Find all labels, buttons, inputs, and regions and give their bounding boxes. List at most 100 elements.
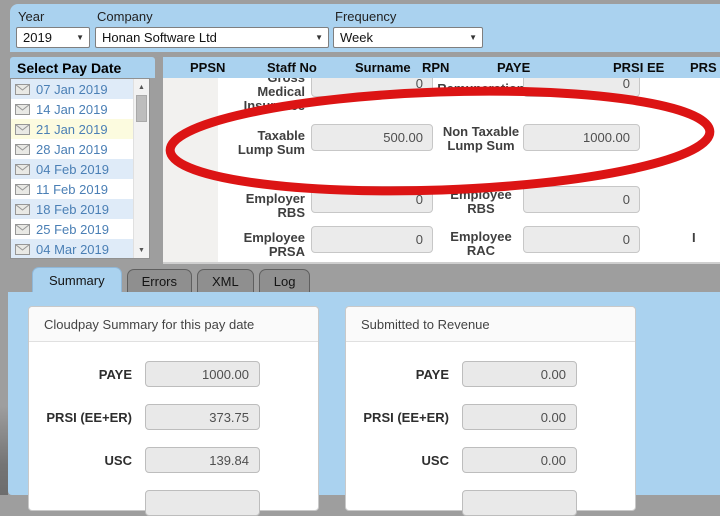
company-filter: Company Honan Software Ltd ▼ bbox=[95, 9, 329, 48]
company-value: Honan Software Ltd bbox=[102, 30, 217, 45]
taxable-lump-sum-field[interactable]: 500.00 bbox=[311, 124, 433, 151]
field-value: 0 bbox=[622, 232, 630, 247]
pay-date-row[interactable]: 07 Jan 2019 bbox=[11, 79, 133, 99]
summary-row-label: USC bbox=[421, 452, 449, 468]
tab-summary[interactable]: Summary bbox=[32, 267, 122, 292]
submitted-to-revenue-card: Submitted to Revenue PAYE 0.00 PRSI (EE+… bbox=[345, 306, 636, 516]
summary-row-value: 0.00 bbox=[540, 409, 566, 425]
envelope-icon bbox=[15, 243, 30, 255]
envelope-icon bbox=[15, 223, 30, 235]
pay-date-panel-title: Select Pay Date bbox=[10, 57, 155, 78]
pay-date-row[interactable]: 04 Feb 2019 bbox=[11, 159, 133, 179]
pay-date-row[interactable]: 21 Jan 2019 bbox=[11, 119, 133, 139]
summary-row: USC 0.00 bbox=[346, 447, 635, 473]
summary-row: USC 139.84 bbox=[29, 447, 318, 473]
summary-row-partial bbox=[29, 490, 318, 516]
summary-row-field[interactable] bbox=[462, 490, 577, 516]
pay-date-label: 18 Feb 2019 bbox=[36, 201, 110, 217]
remuneration-label: Remuneration bbox=[437, 81, 525, 96]
cloudpay-summary-rows: PAYE 1000.00 PRSI (EE+ER) 373.75 USC 139… bbox=[29, 342, 318, 473]
scroll-up-icon[interactable]: ▲ bbox=[138, 83, 145, 91]
column-header-prsi-ee: PRSI EE bbox=[613, 60, 665, 75]
employer-rbs-label: Employer RBS bbox=[245, 191, 305, 220]
summary-row-field[interactable]: 1000.00 bbox=[145, 361, 260, 387]
pay-date-row[interactable]: 18 Feb 2019 bbox=[11, 199, 133, 219]
employee-rbs-field[interactable]: 0 bbox=[523, 186, 640, 213]
field-value: 0 bbox=[415, 192, 423, 207]
clipped-third-column-label: I bbox=[692, 230, 696, 245]
pay-date-label: 25 Feb 2019 bbox=[36, 221, 110, 237]
summary-row-value: 1000.00 bbox=[202, 366, 249, 382]
form-gutter bbox=[163, 78, 218, 262]
pay-date-scrollbar[interactable]: ▲ ▼ bbox=[133, 79, 149, 258]
submitted-to-revenue-title: Submitted to Revenue bbox=[346, 307, 635, 342]
company-select[interactable]: Honan Software Ltd ▼ bbox=[95, 27, 329, 48]
summary-row-field[interactable]: 0.00 bbox=[462, 404, 577, 430]
tab-errors[interactable]: Errors bbox=[126, 269, 193, 292]
column-header-surname: Surname bbox=[355, 60, 411, 75]
frequency-value: Week bbox=[340, 30, 373, 45]
envelope-icon bbox=[15, 103, 30, 115]
summary-row-label: PRSI (EE+ER) bbox=[46, 409, 132, 425]
pay-date-row[interactable]: 04 Mar 2019 bbox=[11, 239, 133, 258]
cloudpay-summary-card: Cloudpay Summary for this pay date PAYE … bbox=[28, 306, 319, 516]
taxable-lump-sum-label: Taxable Lump Sum bbox=[237, 128, 305, 157]
window-edge bbox=[0, 0, 8, 495]
envelope-icon bbox=[15, 203, 30, 215]
pay-date-label: 04 Mar 2019 bbox=[36, 241, 109, 257]
column-header-paye: PAYE bbox=[497, 60, 531, 75]
frequency-filter: Frequency Week ▼ bbox=[333, 9, 483, 48]
envelope-icon bbox=[15, 163, 30, 175]
cloudpay-summary-title: Cloudpay Summary for this pay date bbox=[29, 307, 318, 342]
tab-xml[interactable]: XML bbox=[197, 269, 254, 292]
year-value: 2019 bbox=[23, 30, 52, 45]
employer-rbs-field[interactable]: 0 bbox=[311, 186, 433, 213]
summary-row-value: 0.00 bbox=[540, 366, 566, 382]
summary-row: PAYE 1000.00 bbox=[29, 361, 318, 387]
year-label: Year bbox=[18, 9, 45, 24]
field-value: 0 bbox=[622, 192, 630, 207]
pay-date-row[interactable]: 11 Feb 2019 bbox=[11, 179, 133, 199]
summary-row-field[interactable]: 139.84 bbox=[145, 447, 260, 473]
pay-date-row[interactable]: 28 Jan 2019 bbox=[11, 139, 133, 159]
remuneration-field[interactable]: 0 bbox=[523, 78, 640, 97]
summary-row-label: PRSI (EE+ER) bbox=[363, 409, 449, 425]
summary-row: PRSI (EE+ER) 373.75 bbox=[29, 404, 318, 430]
summary-row-field[interactable] bbox=[145, 490, 260, 516]
dropdown-arrow-icon: ▼ bbox=[469, 32, 477, 42]
year-filter: Year 2019 ▼ bbox=[16, 9, 90, 48]
envelope-icon bbox=[15, 183, 30, 195]
non-taxable-lump-sum-field[interactable]: 1000.00 bbox=[523, 124, 640, 151]
pay-date-label: 28 Jan 2019 bbox=[36, 141, 108, 157]
column-header-rpn: RPN bbox=[422, 60, 450, 75]
summary-tab-panel: Cloudpay Summary for this pay date PAYE … bbox=[8, 292, 720, 516]
field-value: 1000.00 bbox=[583, 130, 630, 145]
summary-row-value: 139.84 bbox=[209, 452, 249, 468]
summary-row-field[interactable]: 373.75 bbox=[145, 404, 260, 430]
pay-date-label: 14 Jan 2019 bbox=[36, 101, 108, 117]
tab-log[interactable]: Log bbox=[258, 269, 311, 292]
field-value: 500.00 bbox=[383, 130, 423, 145]
pay-date-row[interactable]: 25 Feb 2019 bbox=[11, 219, 133, 239]
employee-prsa-field[interactable]: 0 bbox=[311, 226, 433, 253]
submitted-to-revenue-rows: PAYE 0.00 PRSI (EE+ER) 0.00 USC 0.00 bbox=[346, 342, 635, 473]
scrollbar-thumb[interactable] bbox=[136, 95, 147, 122]
envelope-icon bbox=[15, 143, 30, 155]
payroll-form: Gross Medical Insurance 0 Remuneration 0… bbox=[163, 78, 720, 264]
pay-date-row[interactable]: 14 Jan 2019 bbox=[11, 99, 133, 119]
envelope-icon bbox=[15, 83, 30, 95]
employee-rac-field[interactable]: 0 bbox=[523, 226, 640, 253]
field-value: 0 bbox=[622, 78, 630, 91]
year-select[interactable]: 2019 ▼ bbox=[16, 27, 90, 48]
gross-medical-insurance-field[interactable]: 0 bbox=[311, 78, 433, 97]
envelope-icon bbox=[15, 123, 30, 135]
frequency-select[interactable]: Week ▼ bbox=[333, 27, 483, 48]
non-taxable-lump-sum-label: Non Taxable Lump Sum bbox=[442, 124, 520, 153]
scroll-down-icon[interactable]: ▼ bbox=[138, 246, 145, 254]
summary-row-field[interactable]: 0.00 bbox=[462, 447, 577, 473]
pay-date-label: 11 Feb 2019 bbox=[36, 181, 109, 197]
summary-row-value: 0.00 bbox=[540, 452, 566, 468]
dropdown-arrow-icon: ▼ bbox=[76, 32, 84, 42]
summary-row-field[interactable]: 0.00 bbox=[462, 361, 577, 387]
filter-toolbar: Year 2019 ▼ Company Honan Software Ltd ▼… bbox=[10, 4, 720, 52]
